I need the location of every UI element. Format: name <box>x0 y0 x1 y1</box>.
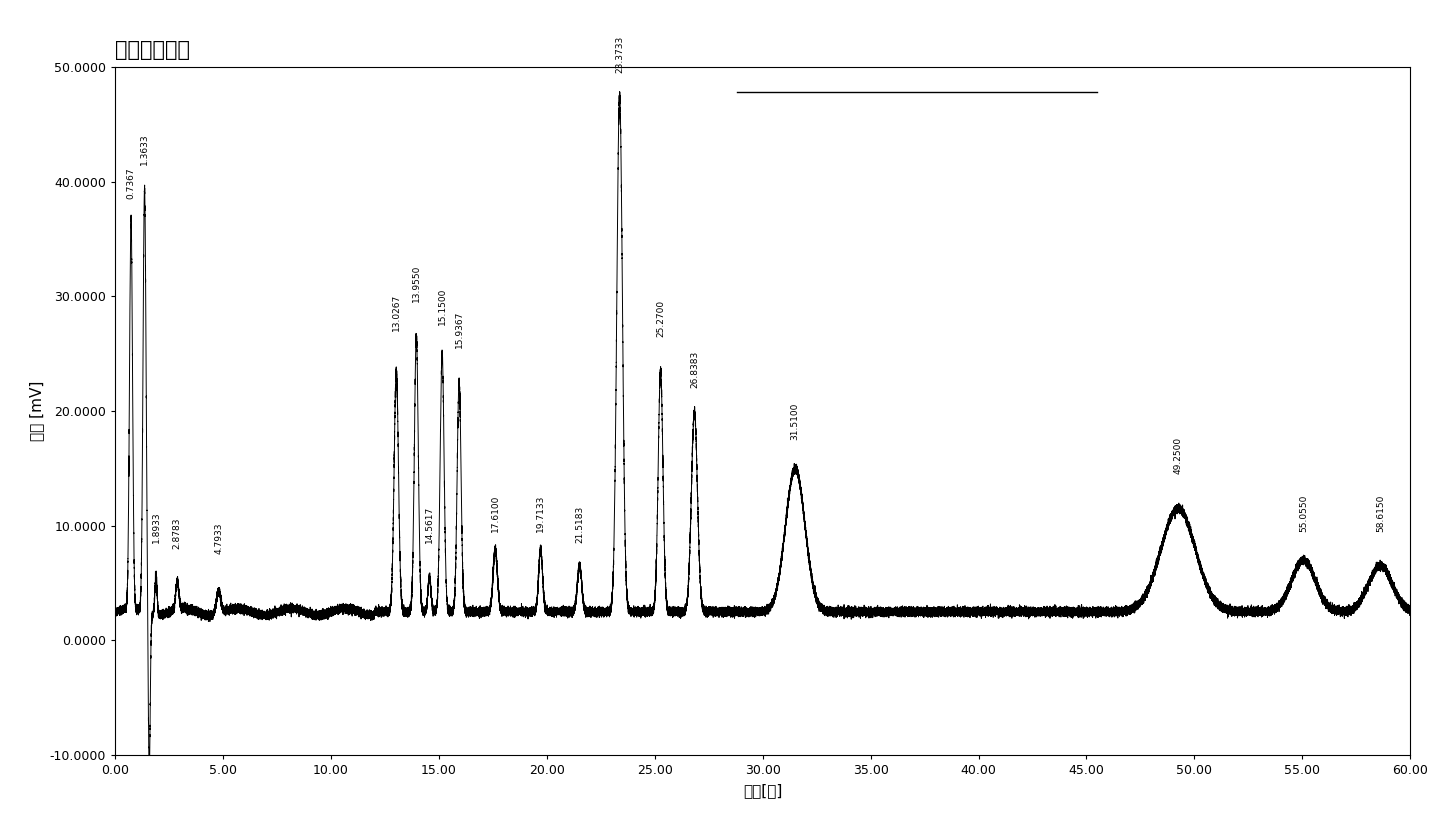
Text: 1.8933: 1.8933 <box>151 511 161 543</box>
Text: 0.7367: 0.7367 <box>127 167 135 199</box>
Text: 26.8383: 26.8383 <box>689 351 699 388</box>
Text: 58.6150: 58.6150 <box>1376 494 1384 532</box>
Text: 13.0267: 13.0267 <box>391 294 401 331</box>
Text: 19.7133: 19.7133 <box>537 494 545 532</box>
Text: 13.9550: 13.9550 <box>412 265 420 302</box>
Text: 21.5183: 21.5183 <box>576 506 584 543</box>
Text: 23.3733: 23.3733 <box>614 35 625 73</box>
X-axis label: 시간[분]: 시간[분] <box>743 783 783 798</box>
Text: 17.6100: 17.6100 <box>491 494 499 532</box>
Text: 2.8783: 2.8783 <box>173 517 181 549</box>
Text: 1.3633: 1.3633 <box>140 133 150 164</box>
Text: 14.5617: 14.5617 <box>425 506 435 543</box>
Text: 31.5100: 31.5100 <box>791 403 800 440</box>
Text: 크로마토그램: 크로마토그램 <box>115 40 190 60</box>
Text: 25.2700: 25.2700 <box>656 300 665 336</box>
Y-axis label: 진압 [mV]: 진압 [mV] <box>29 381 45 441</box>
Text: 55.0550: 55.0550 <box>1299 494 1308 532</box>
Text: 15.1500: 15.1500 <box>437 288 446 326</box>
Text: 49.2500: 49.2500 <box>1174 437 1183 474</box>
Text: 15.9367: 15.9367 <box>455 310 463 348</box>
Text: 4.7933: 4.7933 <box>214 523 223 555</box>
